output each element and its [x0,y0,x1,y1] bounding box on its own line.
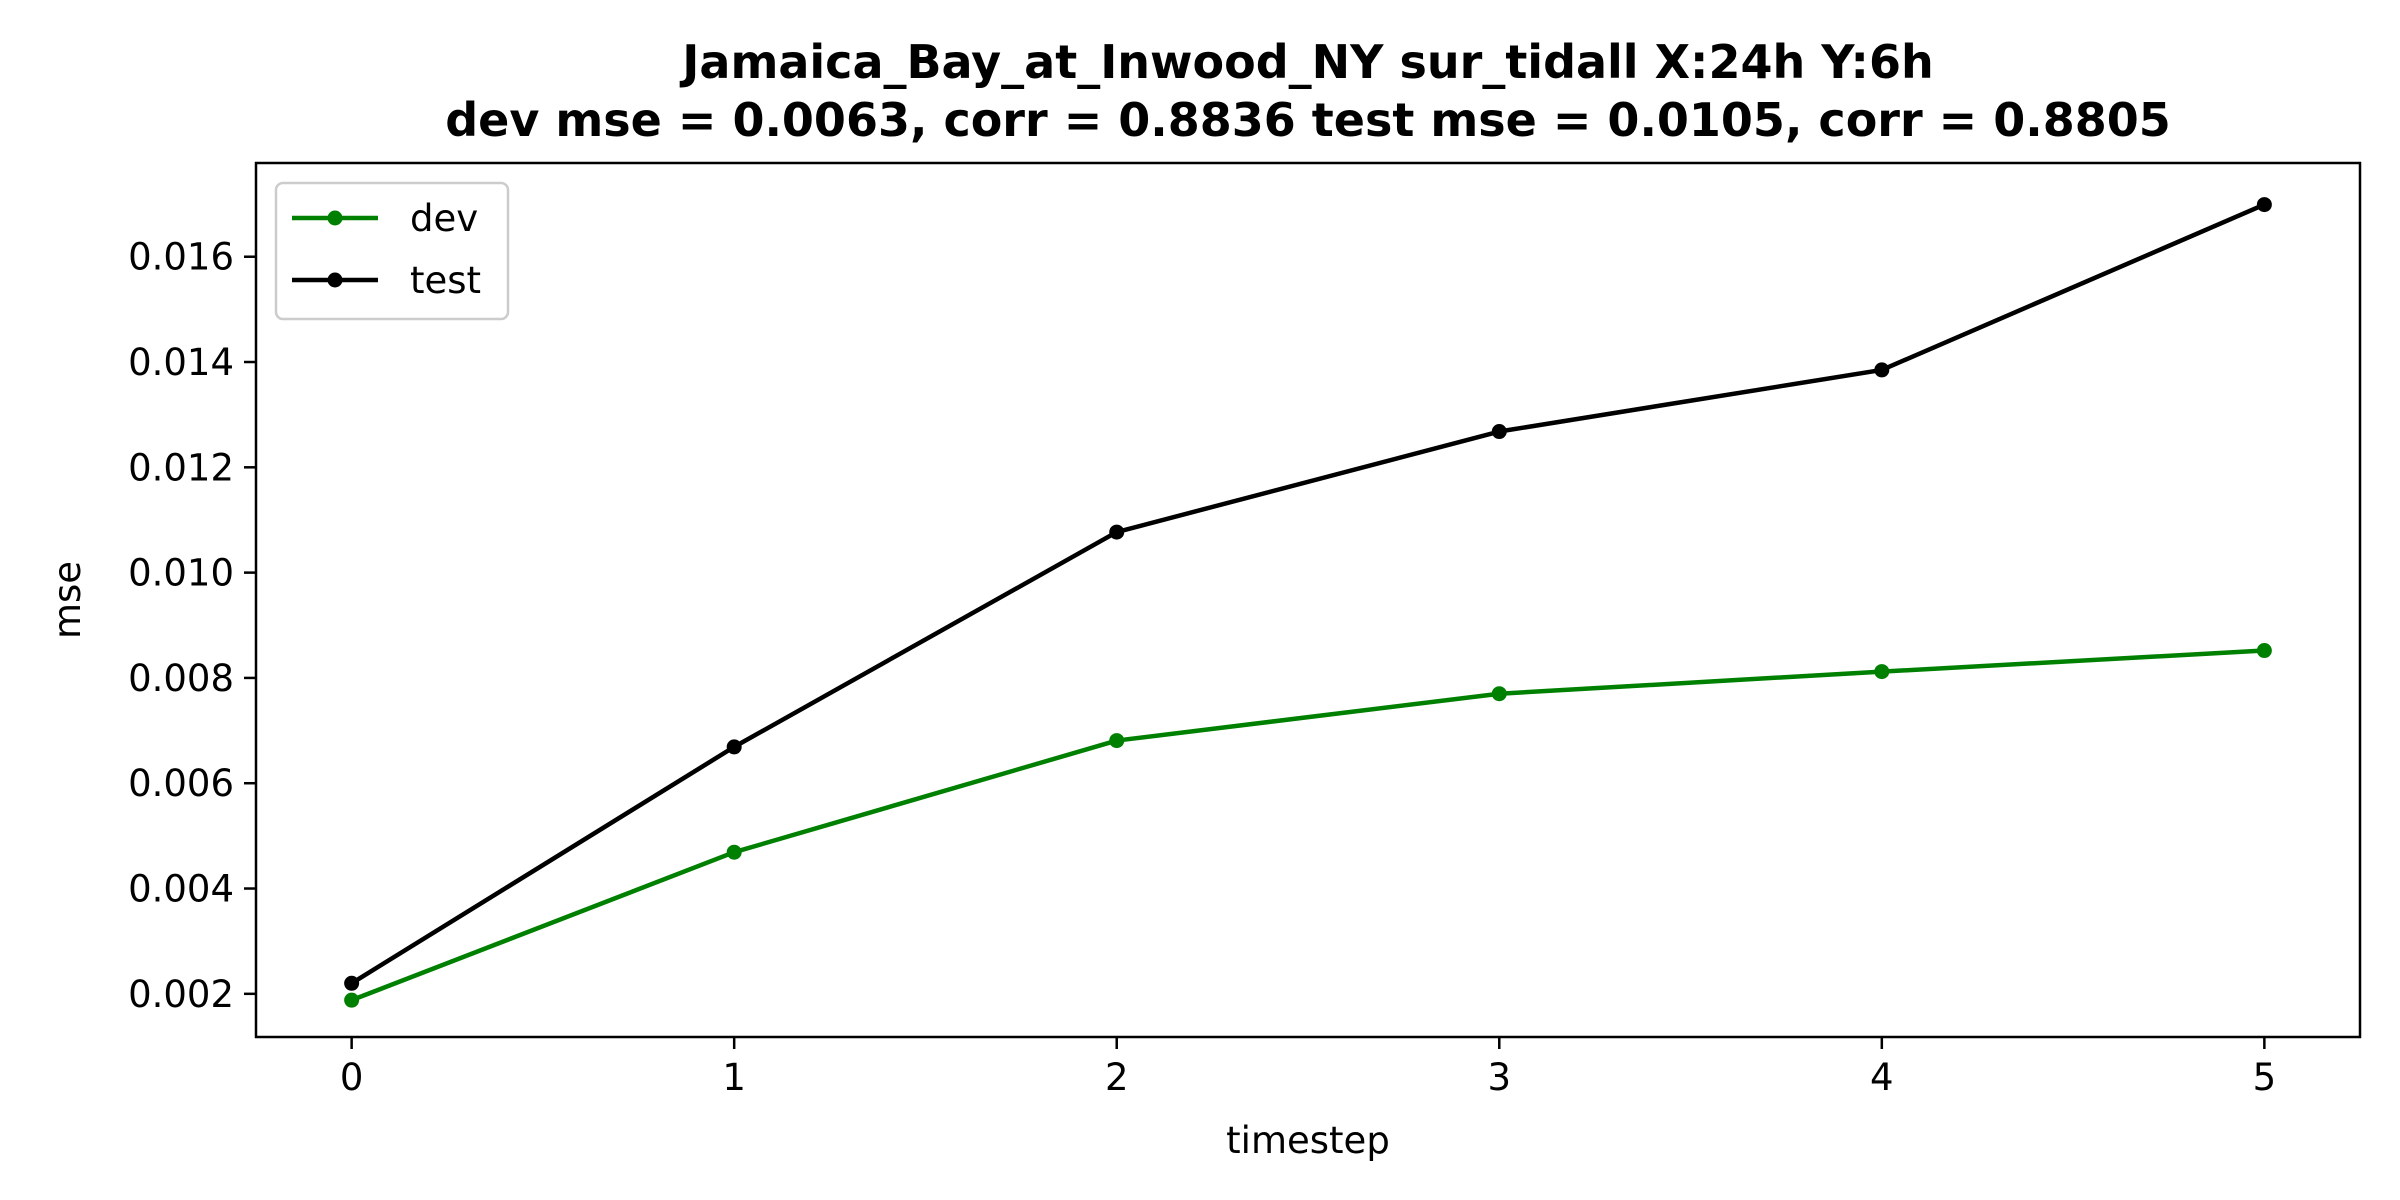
series-line-dev [350,648,2265,1003]
data-point-test [726,739,742,755]
series-markers [344,197,2272,1008]
data-point-test [1109,524,1125,540]
chart-title-line-1: Jamaica_Bay_at_Inwood_NY sur_tidall X:24… [679,35,1933,89]
data-point-test [344,975,360,991]
x-axis: 0 1 2 3 4 5 [340,1037,2276,1099]
data-point-test [2256,197,2272,213]
y-tick-label: 0.006 [128,762,234,805]
x-tick-label: 2 [1105,1056,1129,1099]
y-tick-label: 0.014 [128,341,234,384]
data-point-test [1491,424,1507,440]
x-axis-label: timestep [1226,1119,1390,1162]
legend-label-dev: dev [410,197,478,240]
data-point-dev [1874,664,1890,680]
y-tick-label: 0.016 [128,236,234,279]
y-tick-label: 0.002 [128,973,234,1016]
data-point-dev [2256,643,2272,659]
legend-marker-test [327,272,343,288]
y-axis: 0.002 0.004 0.006 0.008 0.010 0.012 0.014 0.016 [128,236,256,1016]
data-point-dev [344,992,360,1008]
x-tick-label: 1 [722,1056,746,1099]
series-line-test [350,202,2266,986]
x-tick-label: 4 [1870,1056,1894,1099]
data-point-test [1874,362,1890,378]
y-tick-label: 0.010 [128,552,234,595]
data-point-dev [726,844,742,860]
y-tick-label: 0.012 [128,446,234,489]
x-tick-label: 0 [340,1056,364,1099]
data-point-dev [1109,733,1125,749]
y-tick-label: 0.008 [128,657,234,700]
data-point-dev [1491,686,1507,702]
x-tick-label: 3 [1487,1056,1511,1099]
chart-title-line-2: dev mse = 0.0063, corr = 0.8836 test mse… [445,93,2171,147]
y-tick-label: 0.004 [128,868,234,911]
series-lines [350,202,2266,1003]
x-tick-label: 5 [2253,1056,2277,1099]
chart-legend: dev test [274,181,510,321]
plot-area-frame [254,161,2362,1039]
legend-marker-dev [327,210,343,226]
legend-label-test: test [410,259,481,302]
y-axis-label: mse [46,561,89,639]
